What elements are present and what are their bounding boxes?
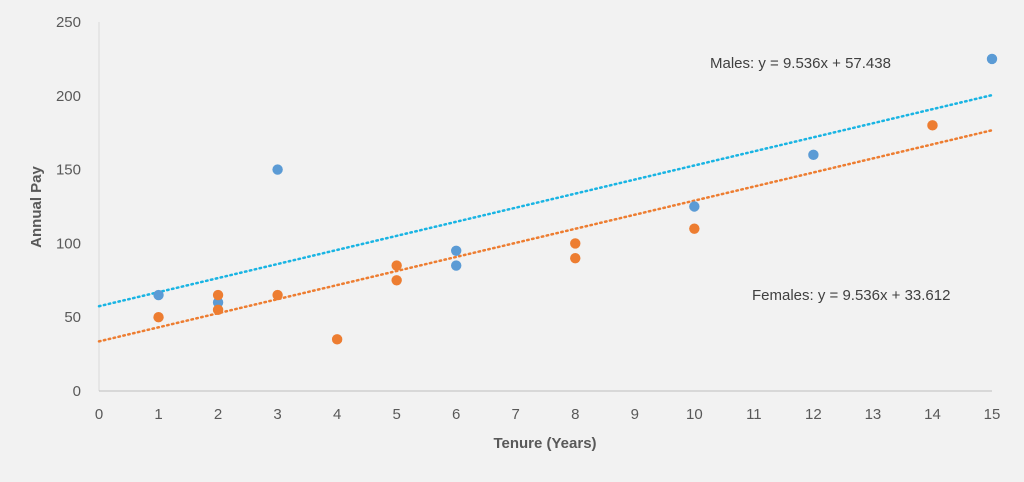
point-series1-8 bbox=[986, 53, 998, 65]
point-series1-6 bbox=[689, 201, 700, 212]
trendline-females bbox=[97, 129, 994, 343]
x-tick-label-11: 11 bbox=[746, 406, 762, 423]
point-series1-5 bbox=[451, 260, 462, 271]
point-series2-7 bbox=[391, 275, 402, 286]
x-tick-label-1: 1 bbox=[154, 406, 162, 423]
x-tick-labels: 0 1 2 3 4 5 6 7 8 9 10 11 12 13 14 15 bbox=[95, 406, 1001, 423]
x-tick-label-5: 5 bbox=[392, 406, 400, 423]
x-tick-label-3: 3 bbox=[273, 406, 281, 423]
point-series2-1 bbox=[153, 312, 164, 323]
point-series2-9 bbox=[570, 252, 581, 264]
point-series2-8 bbox=[570, 238, 581, 249]
x-tick-label-6: 6 bbox=[452, 406, 460, 423]
trendline-males bbox=[97, 93, 994, 308]
x-tick-label-10: 10 bbox=[686, 406, 703, 423]
x-tick-label-15: 15 bbox=[984, 406, 1001, 423]
x-tick-label-8: 8 bbox=[571, 406, 579, 423]
y-tick-label-250: 250 bbox=[56, 14, 81, 31]
trendline-label-males: Males: y = 9.536x + 57.438 bbox=[710, 55, 891, 72]
y-tick-label-100: 100 bbox=[56, 235, 81, 252]
trendline-label-females: Females: y = 9.536x + 33.612 bbox=[752, 287, 950, 304]
x-tick-label-14: 14 bbox=[924, 406, 941, 423]
point-series1-4 bbox=[451, 245, 462, 256]
point-series2-4 bbox=[272, 289, 283, 301]
point-series2-10 bbox=[689, 223, 700, 234]
point-series2-2 bbox=[212, 289, 224, 301]
point-series2-6 bbox=[391, 260, 402, 271]
point-series1-1 bbox=[153, 289, 164, 301]
point-series2-3 bbox=[212, 304, 224, 316]
trendlines bbox=[97, 93, 994, 343]
x-axis-title: Tenure (Years) bbox=[493, 435, 596, 452]
point-series1-2 bbox=[212, 297, 224, 308]
x-tick-label-7: 7 bbox=[512, 406, 520, 423]
y-axis-title: Annual Pay bbox=[28, 165, 45, 247]
y-tick-label-50: 50 bbox=[64, 309, 81, 326]
y-tick-label-200: 200 bbox=[56, 88, 81, 105]
x-tick-label-2: 2 bbox=[214, 406, 222, 423]
x-tick-label-13: 13 bbox=[865, 406, 882, 423]
point-series2-11 bbox=[927, 120, 938, 131]
point-series1-3 bbox=[272, 164, 283, 175]
x-tick-label-4: 4 bbox=[333, 406, 341, 423]
y-tick-labels: 0 50 100 150 200 250 bbox=[56, 14, 81, 400]
data-points bbox=[153, 53, 998, 345]
x-tick-label-0: 0 bbox=[95, 406, 103, 423]
y-tick-label-0: 0 bbox=[73, 383, 81, 400]
y-tick-label-150: 150 bbox=[56, 162, 81, 179]
x-tick-label-12: 12 bbox=[805, 406, 822, 423]
x-tick-label-9: 9 bbox=[631, 406, 639, 423]
point-series1-7 bbox=[808, 149, 819, 161]
point-series2-5 bbox=[331, 334, 343, 345]
